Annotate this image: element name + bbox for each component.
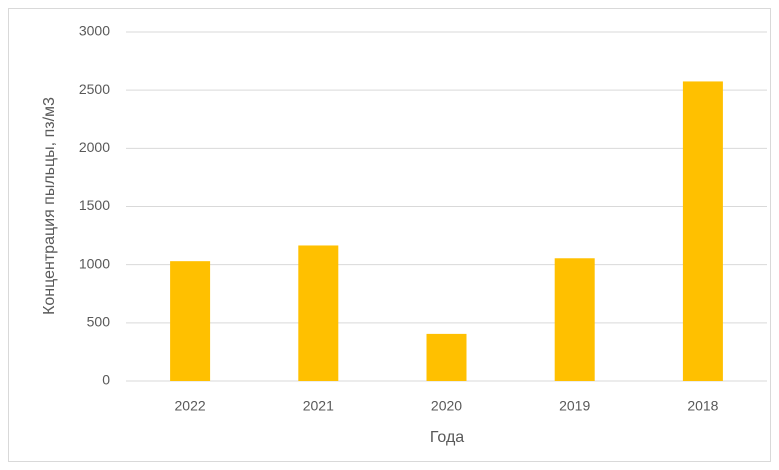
bar bbox=[554, 258, 595, 381]
x-axis-label: Года bbox=[430, 429, 464, 446]
x-tick-label: 2019 bbox=[559, 398, 590, 414]
chart-border bbox=[8, 8, 771, 462]
x-tick-label: 2020 bbox=[431, 398, 462, 414]
y-tick-label: 2000 bbox=[79, 139, 110, 155]
y-tick-label: 1000 bbox=[79, 255, 110, 271]
x-tick-label: 2021 bbox=[303, 398, 334, 414]
y-axis-label: Концентрация пыльцы, пз/м3 bbox=[41, 97, 58, 315]
bar bbox=[426, 333, 467, 381]
y-tick-label: 500 bbox=[87, 314, 111, 330]
bar bbox=[170, 261, 211, 381]
y-tick-label: 2500 bbox=[79, 81, 110, 97]
y-tick-label: 3000 bbox=[79, 23, 110, 39]
y-tick-label: 0 bbox=[102, 372, 110, 388]
x-tick-label: 2018 bbox=[687, 398, 718, 414]
bar bbox=[682, 81, 723, 382]
x-tick-label: 2022 bbox=[175, 398, 206, 414]
y-tick-label: 1500 bbox=[79, 197, 110, 213]
bar bbox=[298, 245, 339, 381]
